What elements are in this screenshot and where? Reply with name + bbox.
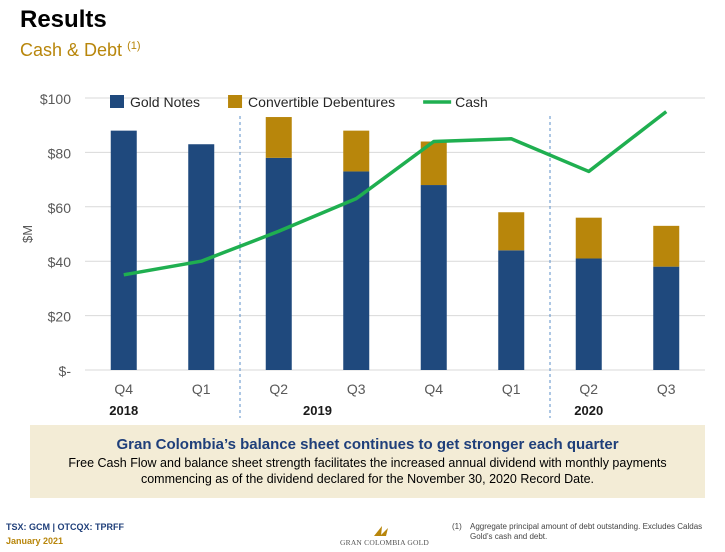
page-title: Results [20, 6, 107, 33]
year-label: 2018 [109, 403, 138, 418]
summary-banner: Gran Colombia’s balance sheet continues … [30, 425, 705, 498]
bar-gold-notes [343, 171, 370, 370]
legend-label: Cash [455, 94, 488, 110]
x-tick-label: Q4 [424, 381, 443, 397]
bar-gold-notes [575, 258, 602, 370]
x-tick-label: Q2 [579, 381, 598, 397]
x-tick-label: Q2 [269, 381, 288, 397]
bar-convertible-debentures [575, 217, 602, 259]
y-tick-label: $60 [48, 200, 72, 216]
cash-debt-chart: $- $20 $40 $60 $80 $100 $M Q4 Q1 Q2 Q3 Q4 Q1 Q2 Q3 2018… [20, 91, 705, 418]
bar-gold-notes [420, 185, 447, 370]
legend-label: Convertible Debentures [248, 94, 395, 110]
x-tick-label: Q1 [192, 381, 211, 397]
x-tick-label: Q4 [114, 381, 133, 397]
bar-convertible-debentures [265, 117, 292, 158]
x-tick-label: Q1 [502, 381, 521, 397]
x-tick-label: Q3 [657, 381, 676, 397]
bar-convertible-debentures [498, 212, 525, 251]
company-logo: GRAN COLOMBIA GOLD [340, 524, 440, 548]
year-label: 2019 [303, 403, 332, 418]
y-tick-label: $40 [48, 254, 72, 270]
logo-text: GRAN COLOMBIA GOLD [340, 538, 430, 547]
year-label: 2020 [574, 403, 603, 418]
bar-convertible-debentures [653, 225, 680, 267]
line-cash [123, 110, 668, 277]
page-subtitle: Cash & Debt (1) [20, 40, 141, 61]
bar-convertible-debentures [343, 130, 370, 172]
ticker-symbols: TSX: GCM | OTCQX: TPRFF [6, 522, 125, 532]
legend-swatch [228, 95, 243, 108]
y-tick-label: $80 [48, 145, 72, 161]
legend-label: Gold Notes [130, 94, 200, 110]
y-tick-label: $20 [48, 309, 72, 325]
subtitle-footnote-ref: (1) [127, 40, 141, 52]
y-tick-label: $- [59, 363, 72, 379]
presentation-date: January 2021 [6, 536, 64, 546]
y-tick-label: $100 [40, 91, 71, 107]
banner-title: Gran Colombia’s balance sheet continues … [116, 436, 619, 453]
legend-swatch [110, 95, 124, 108]
y-axis-label: $M [20, 225, 35, 243]
bar-gold-notes [265, 157, 292, 370]
bar-gold-notes [110, 130, 137, 370]
footnote-text: Aggregate principal amount of debt outst… [470, 522, 703, 541]
subtitle-text: Cash & Debt [20, 40, 123, 60]
footnote-number: (1) [452, 522, 462, 531]
logo-mark-icon [374, 526, 388, 536]
bar-gold-notes [498, 250, 525, 370]
bar-gold-notes [653, 266, 680, 370]
x-tick-label: Q3 [347, 381, 366, 397]
banner-body: Free Cash Flow and balance sheet strengt… [68, 456, 667, 486]
